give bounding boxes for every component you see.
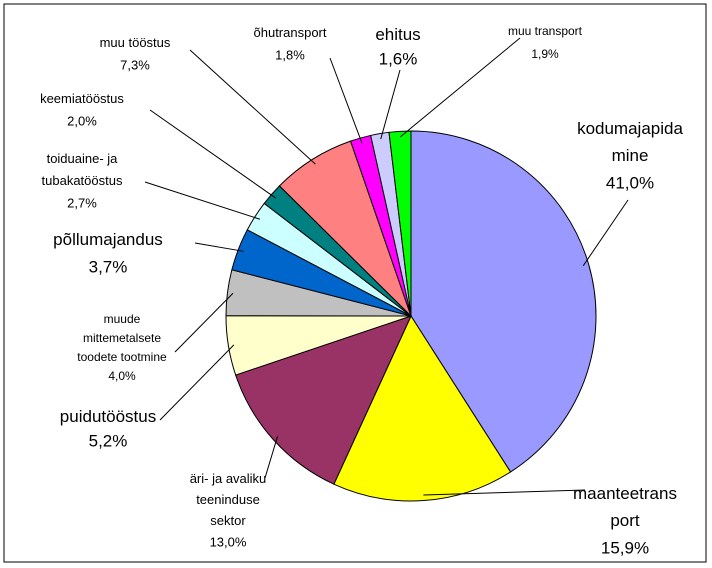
leader-line [582, 199, 629, 266]
leader-line [423, 489, 586, 496]
pie-slice [235, 315, 412, 485]
leader-line [174, 292, 234, 353]
leader-line [399, 37, 521, 138]
slice-label: maanteetrans port [573, 484, 677, 530]
slice-label: toiduaine- ja tubakatööstus [42, 151, 123, 188]
slice-label: põllumajandus [53, 230, 163, 249]
slice-label: puidutööstus [60, 407, 156, 426]
pie-slice [333, 314, 512, 502]
pie-slice [388, 130, 412, 317]
leader-line [380, 69, 401, 140]
value-label: 1,8% [275, 47, 305, 62]
value-label: 41,0% [606, 173, 654, 192]
value-label: 1,9% [531, 47, 559, 61]
slice-label: õhutransport [254, 25, 327, 40]
value-label: 7,3% [120, 57, 150, 72]
slice-label: muu tööstus [100, 35, 171, 50]
value-label: 15,9% [601, 538, 649, 557]
leader-line [194, 242, 244, 252]
value-label: 13,0% [210, 534, 247, 549]
value-label: 5,2% [89, 431, 128, 450]
value-label: 4,0% [108, 369, 136, 383]
slice-label: muu transport [508, 24, 583, 38]
leader-line [144, 181, 261, 220]
value-label: 2,0% [67, 113, 97, 128]
slice-label: ehitus [375, 25, 420, 44]
slice-label: kodumajapida mine [577, 119, 683, 165]
leader-line [189, 49, 316, 165]
leader-line [329, 57, 363, 144]
slice-label: keemiatööstus [40, 91, 124, 106]
value-label: 1,6% [379, 49, 418, 68]
value-label: 3,7% [89, 257, 128, 276]
pie-slice [410, 130, 597, 473]
slice-label: muude mittemetalsete toodete tootmine [77, 312, 167, 364]
leader-line [159, 344, 235, 421]
value-label: 2,7% [67, 195, 97, 210]
leader-line [264, 435, 279, 479]
leader-line [149, 109, 277, 199]
slice-label: äri- ja avaliku teeninduse sektor [190, 471, 267, 528]
